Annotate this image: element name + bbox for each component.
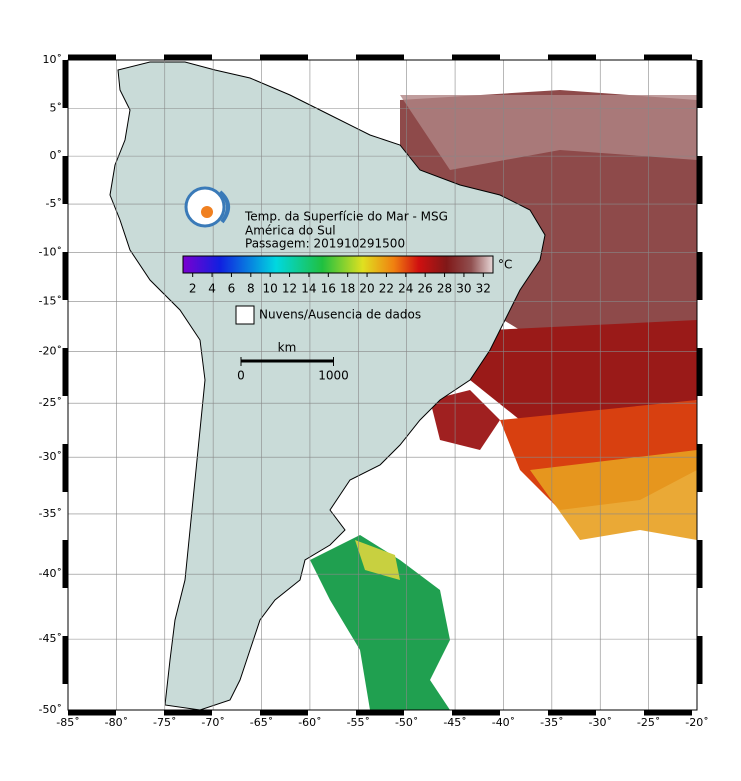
lat-tick-label: 5˚ xyxy=(50,101,63,114)
lat-tick-label: -50˚ xyxy=(39,703,62,716)
lon-tick-label: -70˚ xyxy=(201,716,224,729)
colorbar-tick-label: 32 xyxy=(476,282,491,296)
scale-tick-label: 1000 xyxy=(318,369,349,383)
lon-tick-label: -50˚ xyxy=(395,716,418,729)
colorbar-tick-label: 4 xyxy=(208,282,216,296)
lat-tick-label: -40˚ xyxy=(39,567,62,580)
lat-tick-label: -5˚ xyxy=(46,197,62,210)
colorbar-tick-label: 12 xyxy=(282,282,297,296)
colorbar-tick-label: 22 xyxy=(379,282,394,296)
lat-tick-label: -15˚ xyxy=(39,294,62,307)
continent xyxy=(109,61,546,711)
lon-tick-label: -65˚ xyxy=(250,716,273,729)
colorbar-tick-label: 28 xyxy=(437,282,452,296)
colorbar-tick-label: 26 xyxy=(418,282,433,296)
legend-label: Nuvens/Ausencia de dados xyxy=(259,308,421,322)
colorbar-tick-label: 10 xyxy=(263,282,278,296)
lon-tick-label: -40˚ xyxy=(492,716,515,729)
lon-tick-label: -80˚ xyxy=(105,716,128,729)
lon-tick-label: -55˚ xyxy=(347,716,370,729)
legend-swatch xyxy=(235,305,255,325)
colorbar-tick-label: 8 xyxy=(247,282,255,296)
scale-tick-label: 0 xyxy=(237,369,245,383)
colorbar-tick-label: 20 xyxy=(359,282,374,296)
lat-tick-label: -25˚ xyxy=(39,396,62,409)
lat-tick-label: -20˚ xyxy=(39,344,62,357)
lat-tick-label: -30˚ xyxy=(39,450,62,463)
lon-tick-label: -85˚ xyxy=(56,716,79,729)
colorbar-tick-label: 16 xyxy=(321,282,336,296)
map-frame xyxy=(67,59,698,711)
lon-tick-label: -20˚ xyxy=(685,716,708,729)
lon-tick-label: -35˚ xyxy=(540,716,563,729)
lon-tick-label: -45˚ xyxy=(443,716,466,729)
title-line: América do Sul xyxy=(245,224,336,238)
lon-tick-label: -75˚ xyxy=(153,716,176,729)
colorbar-tick-label: 6 xyxy=(228,282,236,296)
lat-tick-label: -35˚ xyxy=(39,507,62,520)
title-line: Passagem: 201910291500 xyxy=(245,237,405,251)
lat-tick-label: -45˚ xyxy=(39,632,62,645)
scale-bar: 0 1000 xyxy=(237,357,349,383)
frame-border xyxy=(62,54,703,716)
title-line: Temp. da Superfície do Mar - MSG xyxy=(244,210,448,224)
lon-tick-label: -60˚ xyxy=(298,716,321,729)
colorbar-tick-label: 14 xyxy=(301,282,316,296)
colorbar-tick-label: 18 xyxy=(340,282,355,296)
logo xyxy=(184,186,230,228)
colorbar xyxy=(182,255,494,274)
colorbar-tick-label: 30 xyxy=(456,282,471,296)
lon-tick-label: -30˚ xyxy=(588,716,611,729)
lat-tick-label: -10˚ xyxy=(39,245,62,258)
colorbar-tick-label: 24 xyxy=(398,282,413,296)
colorbar-tick-label: 2 xyxy=(189,282,197,296)
lat-tick-label: 10˚ xyxy=(43,53,63,66)
lat-tick-label: 0˚ xyxy=(50,149,63,162)
lon-tick-label: -25˚ xyxy=(637,716,660,729)
scale-unit: km xyxy=(278,341,297,355)
colorbar-unit: °C xyxy=(498,258,512,272)
